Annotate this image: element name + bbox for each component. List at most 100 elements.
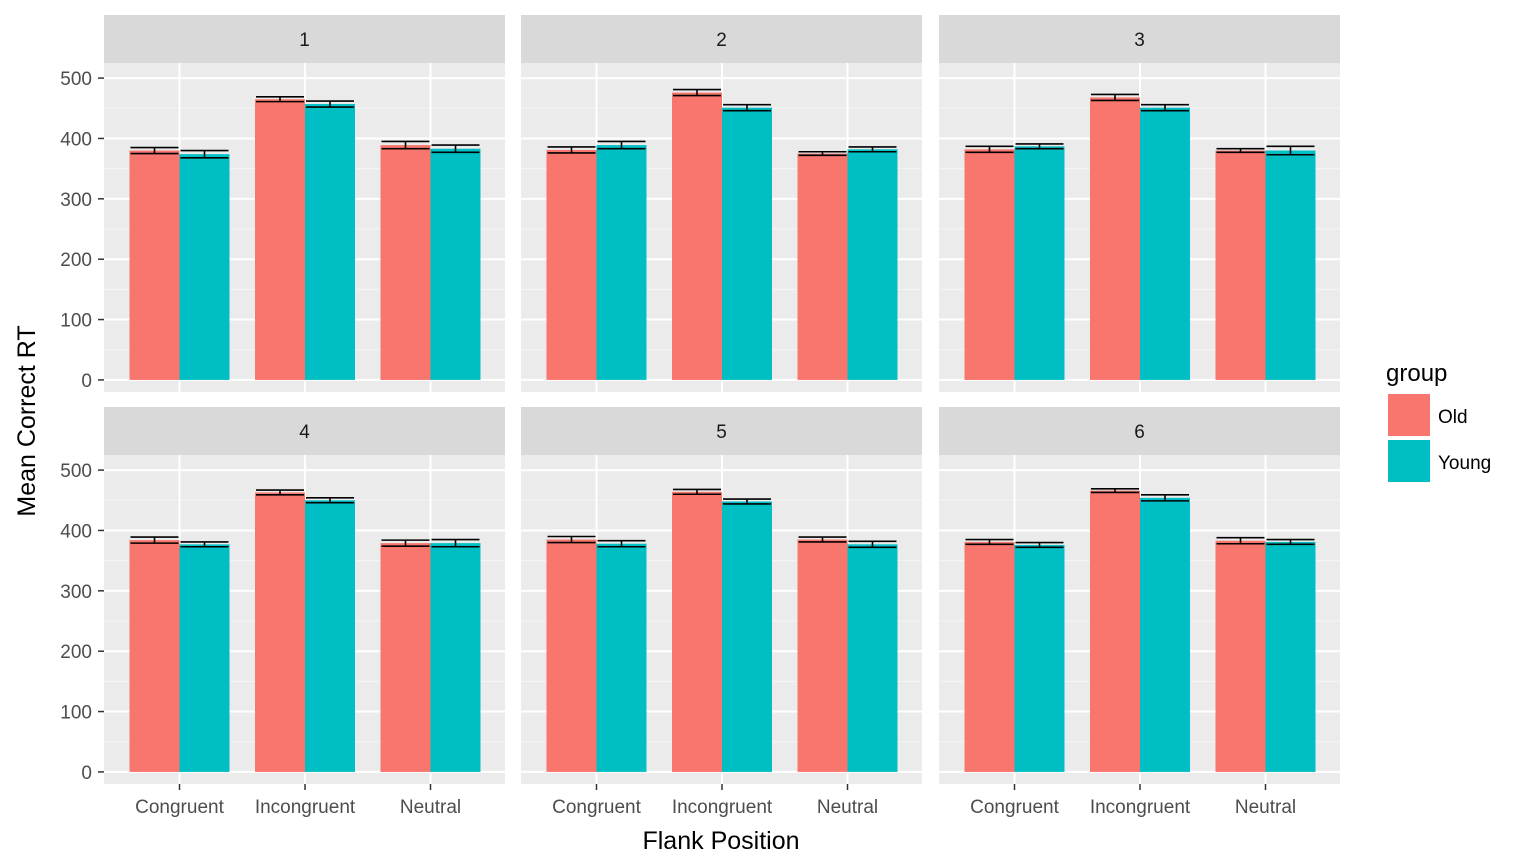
bar-old-neutral xyxy=(797,153,848,380)
bar-old-incongruent xyxy=(255,99,305,380)
error-bar xyxy=(130,146,179,155)
x-tick-label: Neutral xyxy=(400,797,461,818)
bar-old-incongruent xyxy=(1090,490,1140,772)
facet-strip-label: 5 xyxy=(716,422,727,443)
error-bar xyxy=(180,149,229,159)
x-tick-label: Incongruent xyxy=(1090,797,1191,818)
bar-old-neutral xyxy=(1215,150,1266,380)
bar-young-incongruent xyxy=(1140,107,1190,380)
bar-young-incongruent xyxy=(722,501,772,772)
facet-strip xyxy=(939,15,1340,63)
facet-panel-4: 4 xyxy=(104,407,505,784)
error-bar xyxy=(130,536,179,544)
bar-old-neutral xyxy=(380,543,431,772)
y-tick-label: 100 xyxy=(60,703,92,724)
error-bar xyxy=(381,539,430,547)
error-bar xyxy=(306,100,354,108)
facet-panels: 1 2 3 4 5 6 xyxy=(104,15,1340,784)
legend-key-young xyxy=(1388,440,1430,482)
facet-strip xyxy=(521,407,922,455)
error-bar xyxy=(1266,145,1315,156)
error-bar xyxy=(1141,494,1189,502)
error-bar xyxy=(1141,103,1189,112)
facet-strip xyxy=(104,407,505,455)
bar-young-congruent xyxy=(596,145,647,380)
y-tick-label: 300 xyxy=(60,582,92,603)
bar-young-incongruent xyxy=(722,107,772,380)
legend-label-old: Old xyxy=(1438,407,1468,428)
y-tick-label: 400 xyxy=(60,521,92,542)
bar-young-congruent xyxy=(179,544,230,772)
bar-young-incongruent xyxy=(305,104,355,380)
bar-old-congruent xyxy=(964,541,1015,772)
bar-young-neutral xyxy=(847,149,898,380)
x-tick-label: Congruent xyxy=(135,797,224,818)
error-bar xyxy=(848,146,897,153)
y-tick-label: 500 xyxy=(60,461,92,482)
error-bar xyxy=(1091,488,1139,494)
error-bar xyxy=(306,497,354,504)
error-bar xyxy=(848,540,897,549)
error-bar xyxy=(1091,93,1139,102)
error-bar xyxy=(798,150,847,157)
bar-old-congruent xyxy=(129,540,180,772)
facet-strip xyxy=(104,15,505,63)
error-bar xyxy=(673,88,721,97)
facet-strip-label: 4 xyxy=(299,422,310,443)
error-bar xyxy=(1216,536,1265,545)
facet-strip-label: 3 xyxy=(1134,30,1145,51)
error-bar xyxy=(381,140,430,150)
facet-strip xyxy=(521,15,922,63)
bar-old-congruent xyxy=(546,149,597,380)
bar-young-neutral xyxy=(1265,150,1316,380)
error-bar xyxy=(965,538,1014,546)
legend-label-young: Young xyxy=(1438,453,1491,474)
bar-young-neutral xyxy=(430,543,481,772)
error-bar xyxy=(597,140,646,150)
bar-old-incongruent xyxy=(1090,97,1140,380)
y-axis-title: Mean Correct RT xyxy=(13,325,41,516)
facet-panel-1: 1 xyxy=(104,15,505,392)
y-tick-label: 200 xyxy=(60,642,92,663)
error-bar xyxy=(180,541,229,548)
error-bar xyxy=(431,144,480,154)
facet-panel-6: 6 xyxy=(939,407,1340,784)
x-tick-label: Congruent xyxy=(970,797,1059,818)
facet-panel-2: 2 xyxy=(521,15,922,392)
facet-strip xyxy=(939,407,1340,455)
bar-old-incongruent xyxy=(672,92,722,380)
y-tick-label: 0 xyxy=(81,763,92,784)
bar-young-neutral xyxy=(847,544,898,772)
bar-old-neutral xyxy=(797,539,848,772)
y-tick-label: 300 xyxy=(60,190,92,211)
bar-young-congruent xyxy=(1014,146,1065,380)
bar-old-incongruent xyxy=(255,492,305,772)
facet-panel-3: 3 xyxy=(939,15,1340,392)
bar-young-incongruent xyxy=(1140,497,1190,772)
legend: group Old Young xyxy=(1386,360,1491,482)
x-tick-label: Incongruent xyxy=(255,797,356,818)
bar-old-neutral xyxy=(1215,540,1266,772)
error-bar xyxy=(965,145,1014,154)
error-bar xyxy=(723,103,771,112)
legend-key-old xyxy=(1388,394,1430,436)
error-bar xyxy=(1216,147,1265,154)
facet-strip-label: 1 xyxy=(299,30,310,51)
x-axis-title: Flank Position xyxy=(642,827,799,855)
facet-panel-5: 5 xyxy=(521,407,922,784)
bar-young-congruent xyxy=(596,543,647,772)
bar-old-congruent xyxy=(546,539,597,772)
error-bar xyxy=(723,498,771,505)
bar-young-congruent xyxy=(179,154,230,380)
error-bar xyxy=(597,539,646,548)
bar-young-neutral xyxy=(1265,541,1316,772)
error-bar xyxy=(547,146,596,154)
error-bar xyxy=(798,536,847,543)
error-bar xyxy=(256,489,304,496)
x-tick-label: Neutral xyxy=(1235,797,1296,818)
bar-old-congruent xyxy=(964,149,1015,380)
y-tick-label: 200 xyxy=(60,250,92,271)
y-tick-label: 0 xyxy=(81,371,92,392)
error-bar xyxy=(547,535,596,544)
